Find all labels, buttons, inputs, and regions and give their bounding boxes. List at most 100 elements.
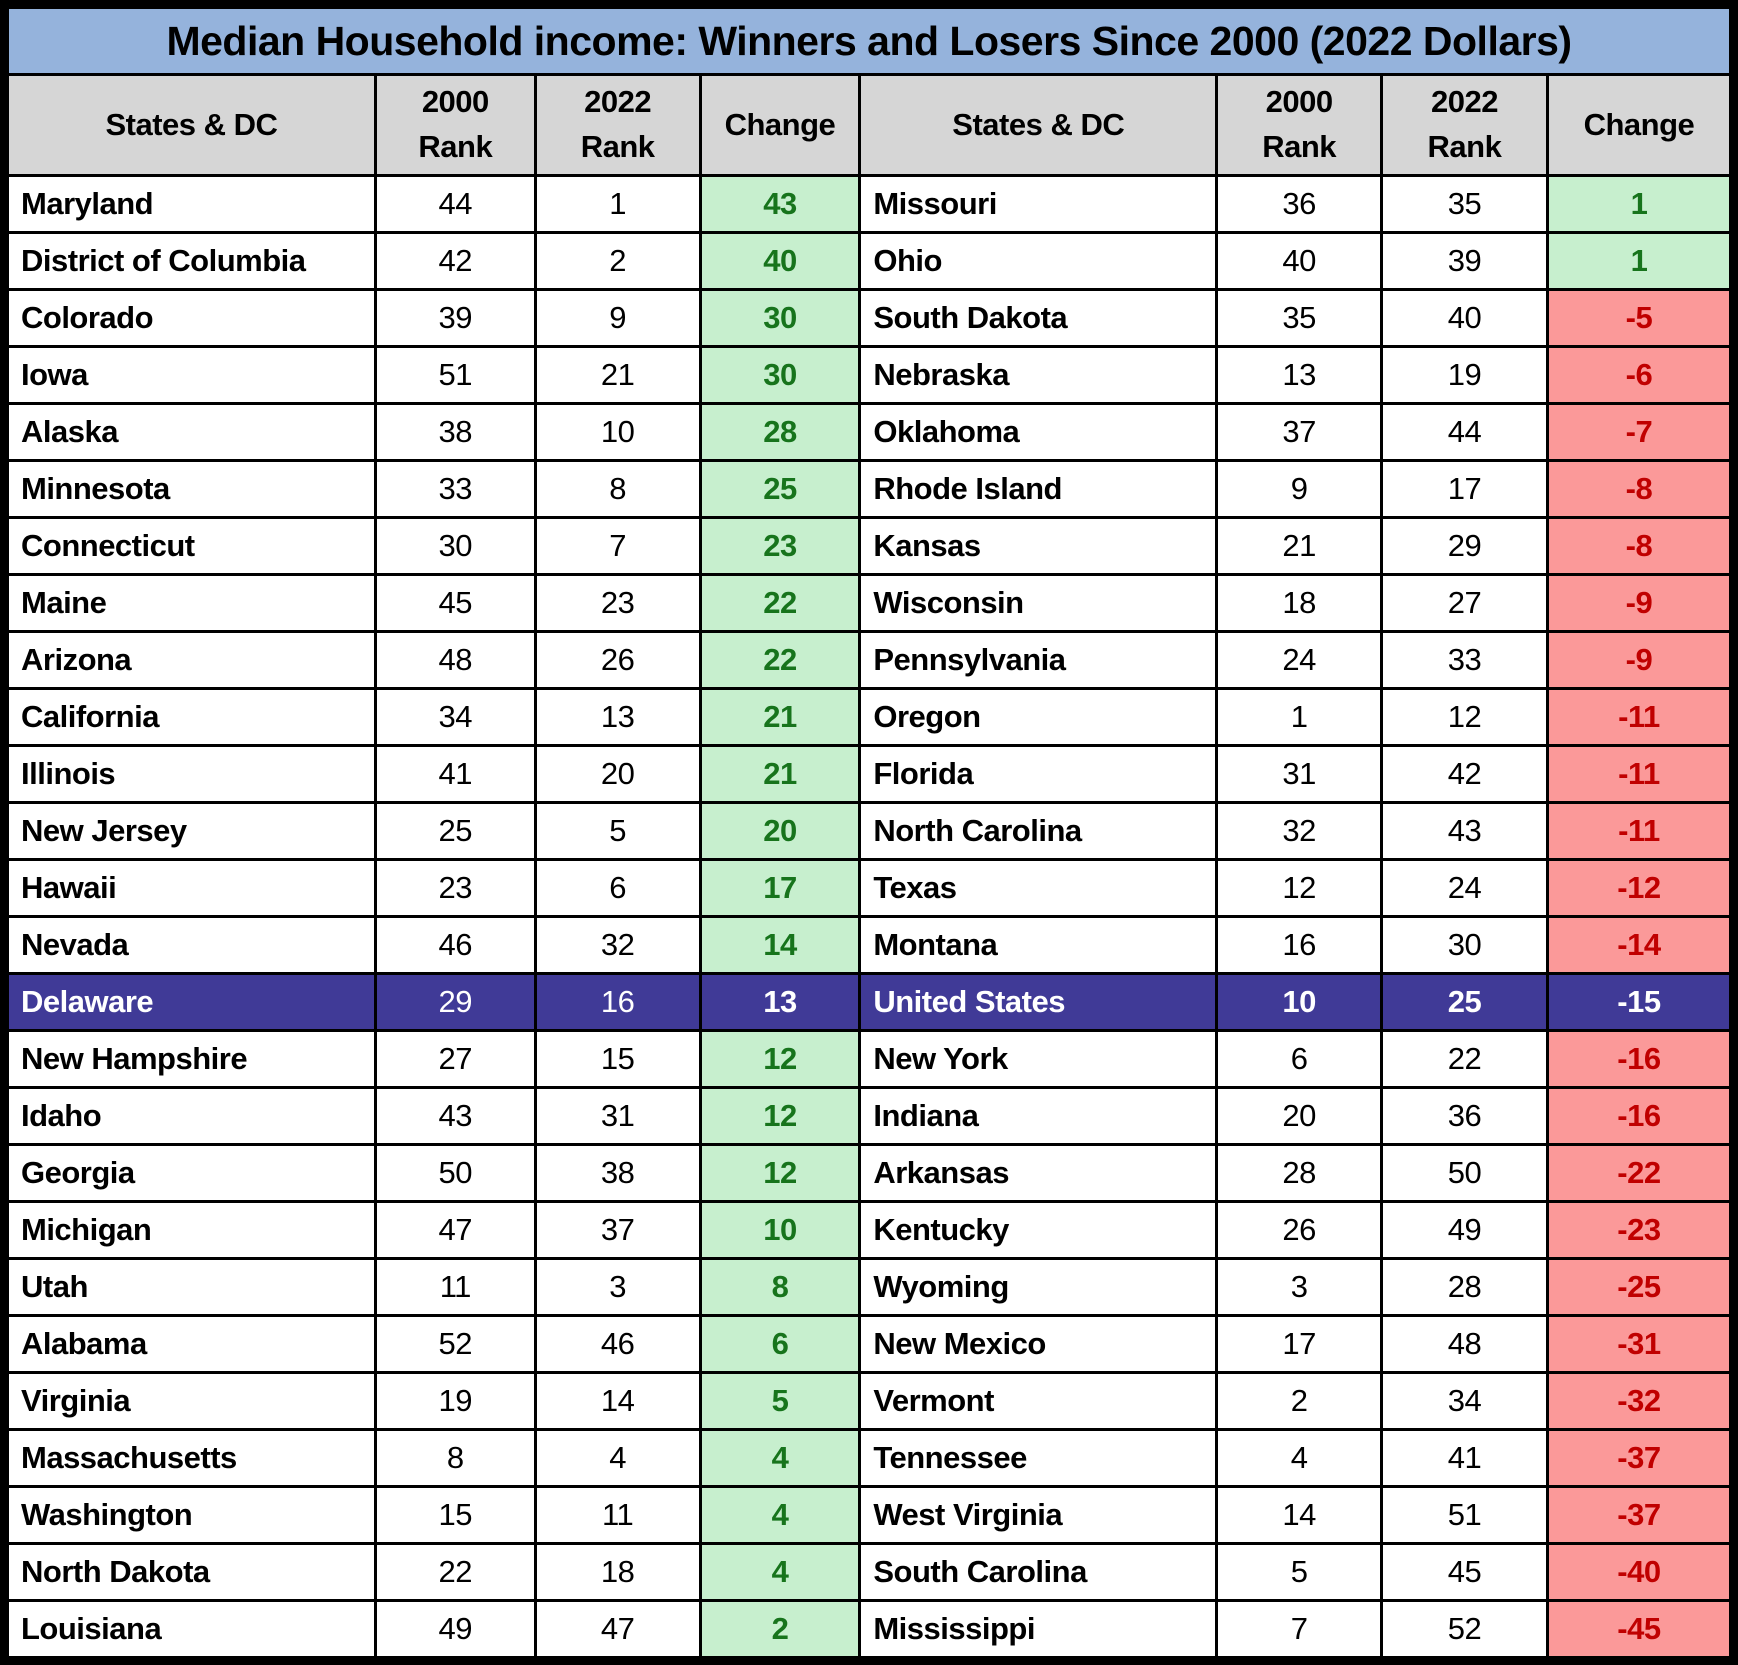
table-row: North Dakota 22 18 4 South Carolina 5 45 -40: [6, 1542, 1733, 1602]
rank-2022-cell: 18: [533, 1542, 702, 1602]
state-cell: Maine: [6, 573, 377, 633]
change-cell: -8: [1545, 516, 1733, 576]
rank-2000-cell: 3: [1215, 1257, 1384, 1317]
header-2000-rank-right: 2000 Rank: [1215, 73, 1384, 177]
rank-2022-cell: 2: [533, 231, 702, 291]
state-cell: New Mexico: [858, 1314, 1219, 1374]
state-cell: District of Columbia: [6, 231, 377, 291]
table-row: Illinois 41 20 21 Florida 31 42 -11: [6, 744, 1733, 804]
header-2000-rank-left: 2000 Rank: [373, 73, 537, 177]
rank-2022-cell: 40: [1380, 288, 1549, 348]
rank-2000-cell: 2: [1215, 1371, 1384, 1431]
rank-2000-cell: 15: [373, 1485, 537, 1545]
change-cell: 22: [698, 573, 862, 633]
rank-2022-cell: 39: [1380, 231, 1549, 291]
rank-2000-cell: 12: [1215, 858, 1384, 918]
state-cell: South Carolina: [858, 1542, 1219, 1602]
state-cell: Wisconsin: [858, 573, 1219, 633]
table-row: Maryland 44 1 43 Missouri 36 35 1: [6, 174, 1733, 234]
rank-2022-cell: 9: [533, 288, 702, 348]
table-row: Georgia 50 38 12 Arkansas 28 50 -22: [6, 1143, 1733, 1203]
change-cell: 21: [698, 687, 862, 747]
state-cell: Montana: [858, 915, 1219, 975]
rank-2022-cell: 4: [533, 1428, 702, 1488]
table-row: Utah 11 3 8 Wyoming 3 28 -25: [6, 1257, 1733, 1317]
change-cell: 8: [698, 1257, 862, 1317]
rank-2000-cell: 38: [373, 402, 537, 462]
rank-2000-cell: 36: [1215, 174, 1384, 234]
change-cell: 5: [698, 1371, 862, 1431]
state-cell: Indiana: [858, 1086, 1219, 1146]
change-cell: -11: [1545, 744, 1733, 804]
rank-2000-cell: 34: [373, 687, 537, 747]
rank-2000-cell: 46: [373, 915, 537, 975]
change-cell: 12: [698, 1029, 862, 1089]
rank-2022-cell: 13: [533, 687, 702, 747]
rank-2000-cell: 42: [373, 231, 537, 291]
rank-2022-cell: 51: [1380, 1485, 1549, 1545]
state-cell: Idaho: [6, 1086, 377, 1146]
state-cell: New Jersey: [6, 801, 377, 861]
header-states-right: States & DC: [858, 73, 1219, 177]
rank-2000-cell: 26: [1215, 1200, 1384, 1260]
rank-2022-cell: 33: [1380, 630, 1549, 690]
change-cell: -15: [1545, 972, 1733, 1032]
state-cell: New Hampshire: [6, 1029, 377, 1089]
change-cell: 6: [698, 1314, 862, 1374]
state-cell: Texas: [858, 858, 1219, 918]
rank-2022-cell: 37: [533, 1200, 702, 1260]
rank-2000-cell: 20: [1215, 1086, 1384, 1146]
rank-2000-cell: 11: [373, 1257, 537, 1317]
change-cell: -8: [1545, 459, 1733, 519]
rank-2000-cell: 48: [373, 630, 537, 690]
table-row: Virginia 19 14 5 Vermont 2 34 -32: [6, 1371, 1733, 1431]
change-cell: -16: [1545, 1086, 1733, 1146]
rank-2000-cell: 43: [373, 1086, 537, 1146]
state-cell: Massachusetts: [6, 1428, 377, 1488]
change-cell: 25: [698, 459, 862, 519]
rank-2000-cell: 16: [1215, 915, 1384, 975]
change-cell: 4: [698, 1485, 862, 1545]
table-row: California 34 13 21 Oregon 1 12 -11: [6, 687, 1733, 747]
change-cell: -40: [1545, 1542, 1733, 1602]
rank-2000-cell: 40: [1215, 231, 1384, 291]
rank-2022-cell: 25: [1380, 972, 1549, 1032]
change-cell: 1: [1545, 174, 1733, 234]
state-cell: Iowa: [6, 345, 377, 405]
rank-2022-cell: 26: [533, 630, 702, 690]
change-cell: -32: [1545, 1371, 1733, 1431]
table-row: Alaska 38 10 28 Oklahoma 37 44 -7: [6, 402, 1733, 462]
header-2022-rank-left: 2022 Rank: [533, 73, 702, 177]
state-cell: Delaware: [6, 972, 377, 1032]
change-cell: -11: [1545, 801, 1733, 861]
rank-2022-cell: 41: [1380, 1428, 1549, 1488]
change-cell: 43: [698, 174, 862, 234]
rank-2000-cell: 8: [373, 1428, 537, 1488]
rank-2022-cell: 30: [1380, 915, 1549, 975]
change-cell: -16: [1545, 1029, 1733, 1089]
rank-2022-cell: 28: [1380, 1257, 1549, 1317]
change-cell: 4: [698, 1428, 862, 1488]
change-cell: 30: [698, 345, 862, 405]
table-row: Iowa 51 21 30 Nebraska 13 19 -6: [6, 345, 1733, 405]
rank-2000-cell: 30: [373, 516, 537, 576]
rank-2022-cell: 23: [533, 573, 702, 633]
rank-2000-cell: 32: [1215, 801, 1384, 861]
change-cell: -37: [1545, 1485, 1733, 1545]
rank-2000-cell: 1: [1215, 687, 1384, 747]
rank-2000-cell: 49: [373, 1599, 537, 1659]
state-cell: West Virginia: [858, 1485, 1219, 1545]
change-cell: 2: [698, 1599, 862, 1659]
table-row: Delaware 29 16 13 United States 10 25 -15: [6, 972, 1733, 1032]
state-cell: North Dakota: [6, 1542, 377, 1602]
rank-2022-cell: 20: [533, 744, 702, 804]
table-row: Massachusetts 8 4 4 Tennessee 4 41 -37: [6, 1428, 1733, 1488]
rank-2022-cell: 36: [1380, 1086, 1549, 1146]
rank-2022-cell: 48: [1380, 1314, 1549, 1374]
table-row: Michigan 47 37 10 Kentucky 26 49 -23: [6, 1200, 1733, 1260]
rank-2022-cell: 3: [533, 1257, 702, 1317]
state-cell: Washington: [6, 1485, 377, 1545]
table-row: New Jersey 25 5 20 North Carolina 32 43 -11: [6, 801, 1733, 861]
state-cell: Virginia: [6, 1371, 377, 1431]
state-cell: Connecticut: [6, 516, 377, 576]
